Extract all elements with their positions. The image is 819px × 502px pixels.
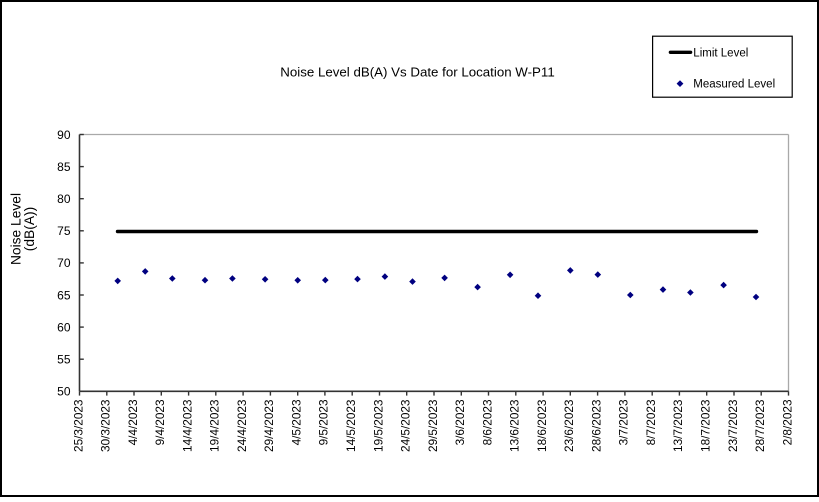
svg-text:28/7/2023: 28/7/2023 <box>753 399 767 452</box>
svg-text:Limit Level: Limit Level <box>693 47 748 59</box>
svg-text:2/8/2023: 2/8/2023 <box>780 399 794 445</box>
svg-text:30/3/2023: 30/3/2023 <box>99 399 113 452</box>
svg-text:65: 65 <box>57 288 71 302</box>
svg-text:9/4/2023: 9/4/2023 <box>153 399 167 445</box>
svg-text:19/5/2023: 19/5/2023 <box>371 399 385 452</box>
svg-text:24/5/2023: 24/5/2023 <box>399 399 413 452</box>
svg-text:8/7/2023: 8/7/2023 <box>644 399 658 445</box>
svg-text:24/4/2023: 24/4/2023 <box>235 399 249 452</box>
svg-text:29/5/2023: 29/5/2023 <box>426 399 440 452</box>
svg-text:18/6/2023: 18/6/2023 <box>535 399 549 452</box>
svg-text:23/7/2023: 23/7/2023 <box>726 399 740 452</box>
svg-text:Noise Level dB(A) Vs Date for: Noise Level dB(A) Vs Date for Location W… <box>280 65 554 80</box>
svg-text:25/3/2023: 25/3/2023 <box>71 399 85 452</box>
svg-text:85: 85 <box>57 160 71 174</box>
svg-text:29/4/2023: 29/4/2023 <box>262 399 276 452</box>
svg-text:55: 55 <box>57 353 71 367</box>
svg-text:8/6/2023: 8/6/2023 <box>480 399 494 445</box>
svg-text:9/5/2023: 9/5/2023 <box>317 399 331 445</box>
svg-text:23/6/2023: 23/6/2023 <box>562 399 576 452</box>
svg-text:14/5/2023: 14/5/2023 <box>344 399 358 452</box>
svg-text:13/6/2023: 13/6/2023 <box>508 399 522 452</box>
svg-text:70: 70 <box>57 256 71 270</box>
svg-text:3/6/2023: 3/6/2023 <box>453 399 467 445</box>
svg-text:50: 50 <box>57 385 71 399</box>
svg-text:18/7/2023: 18/7/2023 <box>699 399 713 452</box>
svg-text:14/4/2023: 14/4/2023 <box>180 399 194 452</box>
svg-text:3/7/2023: 3/7/2023 <box>617 399 631 445</box>
svg-text:75: 75 <box>57 224 71 238</box>
svg-text:90: 90 <box>57 128 71 142</box>
svg-text:28/6/2023: 28/6/2023 <box>589 399 603 452</box>
svg-text:Measured Level: Measured Level <box>693 79 775 91</box>
svg-text:60: 60 <box>57 320 71 334</box>
svg-text:4/5/2023: 4/5/2023 <box>290 399 304 445</box>
svg-text:80: 80 <box>57 192 71 206</box>
svg-text:19/4/2023: 19/4/2023 <box>208 399 222 452</box>
svg-text:4/4/2023: 4/4/2023 <box>126 399 140 445</box>
svg-text:13/7/2023: 13/7/2023 <box>671 399 685 452</box>
